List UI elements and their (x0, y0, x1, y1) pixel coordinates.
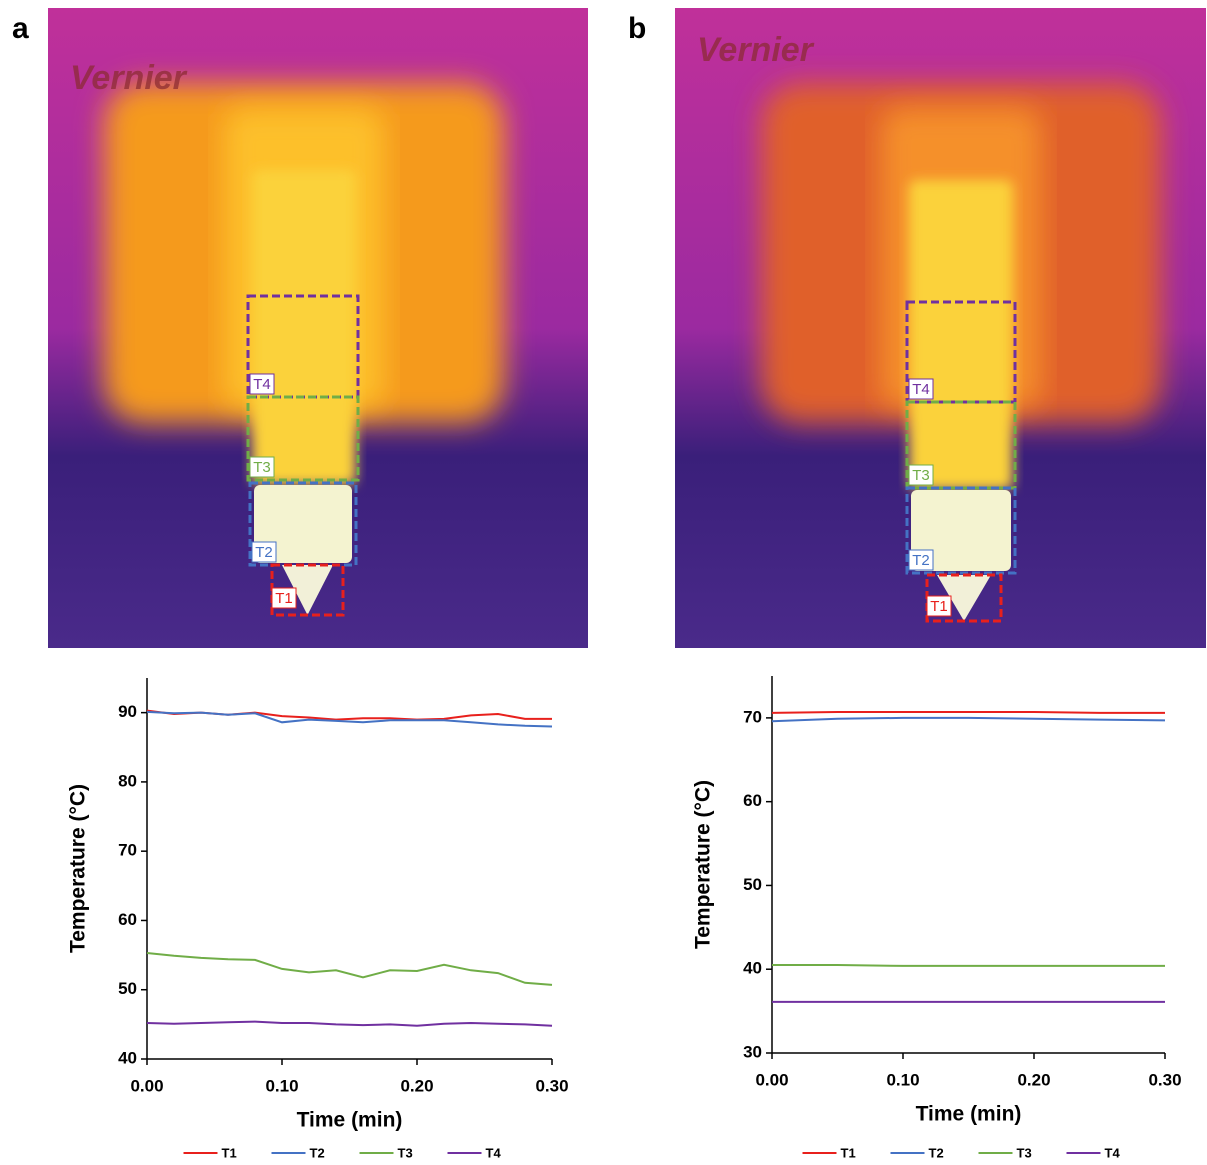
series-line (146, 952, 553, 986)
legend-label: T2 (310, 1145, 325, 1160)
x-tick-label: 0.10 (886, 1070, 919, 1089)
y-tick-label: 30 (743, 1042, 762, 1061)
y-tick-label: 60 (118, 910, 137, 929)
series-line (771, 711, 1165, 714)
x-tick-label: 0.00 (755, 1070, 788, 1089)
legend-label: T3 (1017, 1145, 1032, 1160)
nozzle (911, 490, 1011, 571)
panel-label: a (12, 12, 29, 45)
region-label-bg (251, 541, 277, 563)
tip (282, 565, 333, 615)
region-label: T4 (912, 381, 930, 398)
x-axis-title: Time (min) (916, 1103, 1022, 1126)
region-label-bg (908, 549, 934, 571)
region-label: T2 (912, 552, 930, 569)
region-label-bg (271, 587, 297, 609)
panel-label: b (628, 12, 646, 45)
cylinder (909, 180, 1013, 490)
region-box (905, 300, 1017, 404)
y-tick-label: 40 (118, 1048, 137, 1067)
region-label-bg (926, 595, 952, 617)
legend-label: T3 (398, 1145, 413, 1160)
x-tick-label: 0.30 (535, 1076, 568, 1095)
x-tick-label: 0.00 (130, 1076, 163, 1095)
legend-label: T4 (486, 1145, 502, 1160)
y-tick-label: 80 (118, 771, 137, 790)
series-line (771, 716, 1166, 723)
region-label: T1 (275, 590, 293, 607)
region-label: T3 (253, 459, 271, 476)
legend-label: T1 (841, 1145, 856, 1160)
region-label: T4 (253, 376, 271, 393)
thermal-image: Vernier (675, 8, 1206, 648)
region-box (246, 395, 360, 482)
region-label: T1 (930, 598, 948, 615)
y-tick-label: 50 (118, 979, 137, 998)
region-label-bg (249, 456, 275, 478)
region-label: T3 (912, 467, 930, 484)
region-label-bg (908, 378, 934, 400)
thermal-image: Vernier (48, 8, 588, 648)
series-line (772, 964, 1165, 967)
nozzle (254, 485, 352, 563)
legend-label: T2 (929, 1145, 944, 1160)
y-tick-label: 60 (743, 791, 762, 810)
y-tick-label: 70 (743, 707, 762, 726)
x-axis-title: Time (min) (297, 1109, 403, 1132)
series-line (146, 1020, 553, 1027)
y-axis-title: Temperature (°C) (67, 784, 90, 953)
x-tick-label: 0.10 (265, 1076, 298, 1095)
y-tick-label: 70 (118, 841, 137, 860)
series-line (146, 709, 552, 721)
legend-label: T4 (1105, 1145, 1121, 1160)
tip (937, 575, 991, 621)
cylinder (252, 170, 356, 485)
x-tick-label: 0.20 (1017, 1070, 1050, 1089)
legend-label: T1 (222, 1145, 237, 1160)
x-tick-label: 0.20 (400, 1076, 433, 1095)
region-label-bg (249, 373, 275, 395)
y-axis-title: Temperature (°C) (692, 780, 715, 949)
y-tick-label: 90 (118, 702, 137, 721)
region-label-bg (908, 464, 934, 486)
y-tick-label: 50 (743, 875, 762, 894)
x-tick-label: 0.30 (1148, 1070, 1181, 1089)
region-label: T2 (255, 544, 273, 561)
watermark: Vernier (697, 31, 815, 69)
watermark: Vernier (70, 59, 188, 97)
y-tick-label: 40 (743, 959, 762, 978)
region-box (905, 486, 1017, 575)
series-line (146, 710, 553, 728)
